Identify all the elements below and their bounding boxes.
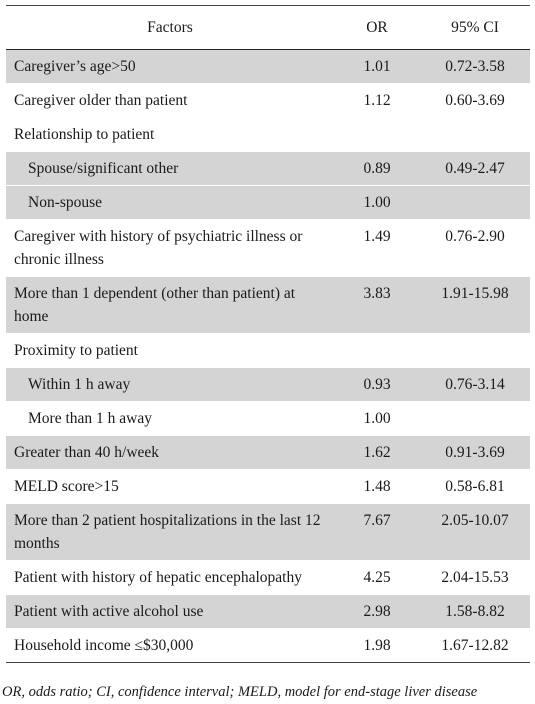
factor-cell: Caregiver’s age>50 — [6, 49, 334, 84]
ci-cell: 1.91-15.98 — [420, 276, 530, 334]
or-cell: 3.83 — [334, 276, 420, 334]
or-cell — [334, 117, 420, 152]
ci-cell: 2.05-10.07 — [420, 503, 530, 561]
ci-cell: 0.60-3.69 — [420, 83, 530, 118]
table-footnote: OR, odds ratio; CI, confidence interval;… — [2, 684, 478, 700]
ci-cell: 2.04-15.53 — [420, 560, 530, 595]
factor-cell: More than 1 h away — [6, 401, 334, 436]
or-cell: 1.00 — [334, 185, 420, 220]
or-cell: 1.62 — [334, 435, 420, 470]
table-row: Within 1 h away 0.93 0.76-3.14 — [6, 367, 530, 402]
table-header-row: Factors OR 95% CI — [6, 5, 530, 50]
or-cell: 1.12 — [334, 83, 420, 118]
ci-cell: 0.72-3.58 — [420, 49, 530, 84]
table-row: MELD score>15 1.48 0.58-6.81 — [6, 469, 530, 504]
or-cell: 1.48 — [334, 469, 420, 504]
table-row: Patient with history of hepatic encephal… — [6, 560, 530, 595]
factor-cell: MELD score>15 — [6, 469, 334, 504]
or-cell: 0.89 — [334, 151, 420, 186]
or-cell — [334, 333, 420, 368]
factor-cell: Caregiver with history of psychiatric il… — [6, 219, 334, 277]
factor-cell: Proximity to patient — [6, 333, 334, 368]
or-cell: 7.67 — [334, 503, 420, 561]
ci-cell — [420, 117, 530, 152]
table-row: Caregiver’s age>50 1.01 0.72-3.58 — [6, 49, 530, 84]
factor-cell: More than 2 patient hospitalizations in … — [6, 503, 334, 561]
table-row: Relationship to patient — [6, 117, 530, 152]
table-row: Household income ≤$30,000 1.98 1.67-12.82 — [6, 628, 530, 663]
or-cell: 2.98 — [334, 594, 420, 629]
factor-cell: Caregiver older than patient — [6, 83, 334, 118]
table-body: Caregiver’s age>50 1.01 0.72-3.58 Caregiver… — [6, 49, 530, 663]
or-cell: 1.00 — [334, 401, 420, 436]
header-ci: 95% CI — [420, 5, 530, 50]
or-cell: 1.01 — [334, 49, 420, 84]
header-or: OR — [334, 5, 420, 50]
ci-cell: 0.76-2.90 — [420, 219, 530, 277]
table-row: Non-spouse 1.00 — [6, 185, 530, 220]
factor-cell: Within 1 h away — [6, 367, 334, 402]
table-row: More than 2 patient hospitalizations in … — [6, 503, 530, 561]
or-cell: 4.25 — [334, 560, 420, 595]
ci-cell: 1.58-8.82 — [420, 594, 530, 629]
table-row: Patient with active alcohol use 2.98 1.58-… — [6, 594, 530, 629]
table-row: Caregiver older than patient 1.12 0.60-3.6… — [6, 83, 530, 118]
ci-cell — [420, 185, 530, 220]
factor-cell: Greater than 40 h/week — [6, 435, 334, 470]
ci-cell: 0.91-3.69 — [420, 435, 530, 470]
table-row: Greater than 40 h/week 1.62 0.91-3.69 — [6, 435, 530, 470]
ci-cell: 1.67-12.82 — [420, 628, 530, 663]
ci-cell — [420, 401, 530, 436]
ci-cell: 0.76-3.14 — [420, 367, 530, 402]
factor-cell: Relationship to patient — [6, 117, 334, 152]
factor-cell: Spouse/significant other — [6, 151, 334, 186]
ci-cell: 0.49-2.47 — [420, 151, 530, 186]
ci-cell: 0.58-6.81 — [420, 469, 530, 504]
factor-cell: Patient with history of hepatic encephal… — [6, 560, 334, 595]
table-row: More than 1 h away 1.00 — [6, 401, 530, 436]
ci-cell — [420, 333, 530, 368]
factor-cell: Household income ≤$30,000 — [6, 628, 334, 663]
factor-cell: Patient with active alcohol use — [6, 594, 334, 629]
table-row: Spouse/significant other 0.89 0.49-2.47 — [6, 151, 530, 186]
factor-cell: Non-spouse — [6, 185, 334, 220]
or-cell: 1.49 — [334, 219, 420, 277]
factor-cell: More than 1 dependent (other than patien… — [6, 276, 334, 334]
table-row: Proximity to patient — [6, 333, 530, 368]
or-cell: 1.98 — [334, 628, 420, 663]
table-row: More than 1 dependent (other than patien… — [6, 276, 530, 334]
odds-ratio-table: Factors OR 95% CI Caregiver’s age>50 1.01… — [6, 5, 530, 663]
table-row: Caregiver with history of psychiatric il… — [6, 219, 530, 277]
or-cell: 0.93 — [334, 367, 420, 402]
header-factors: Factors — [6, 5, 334, 50]
